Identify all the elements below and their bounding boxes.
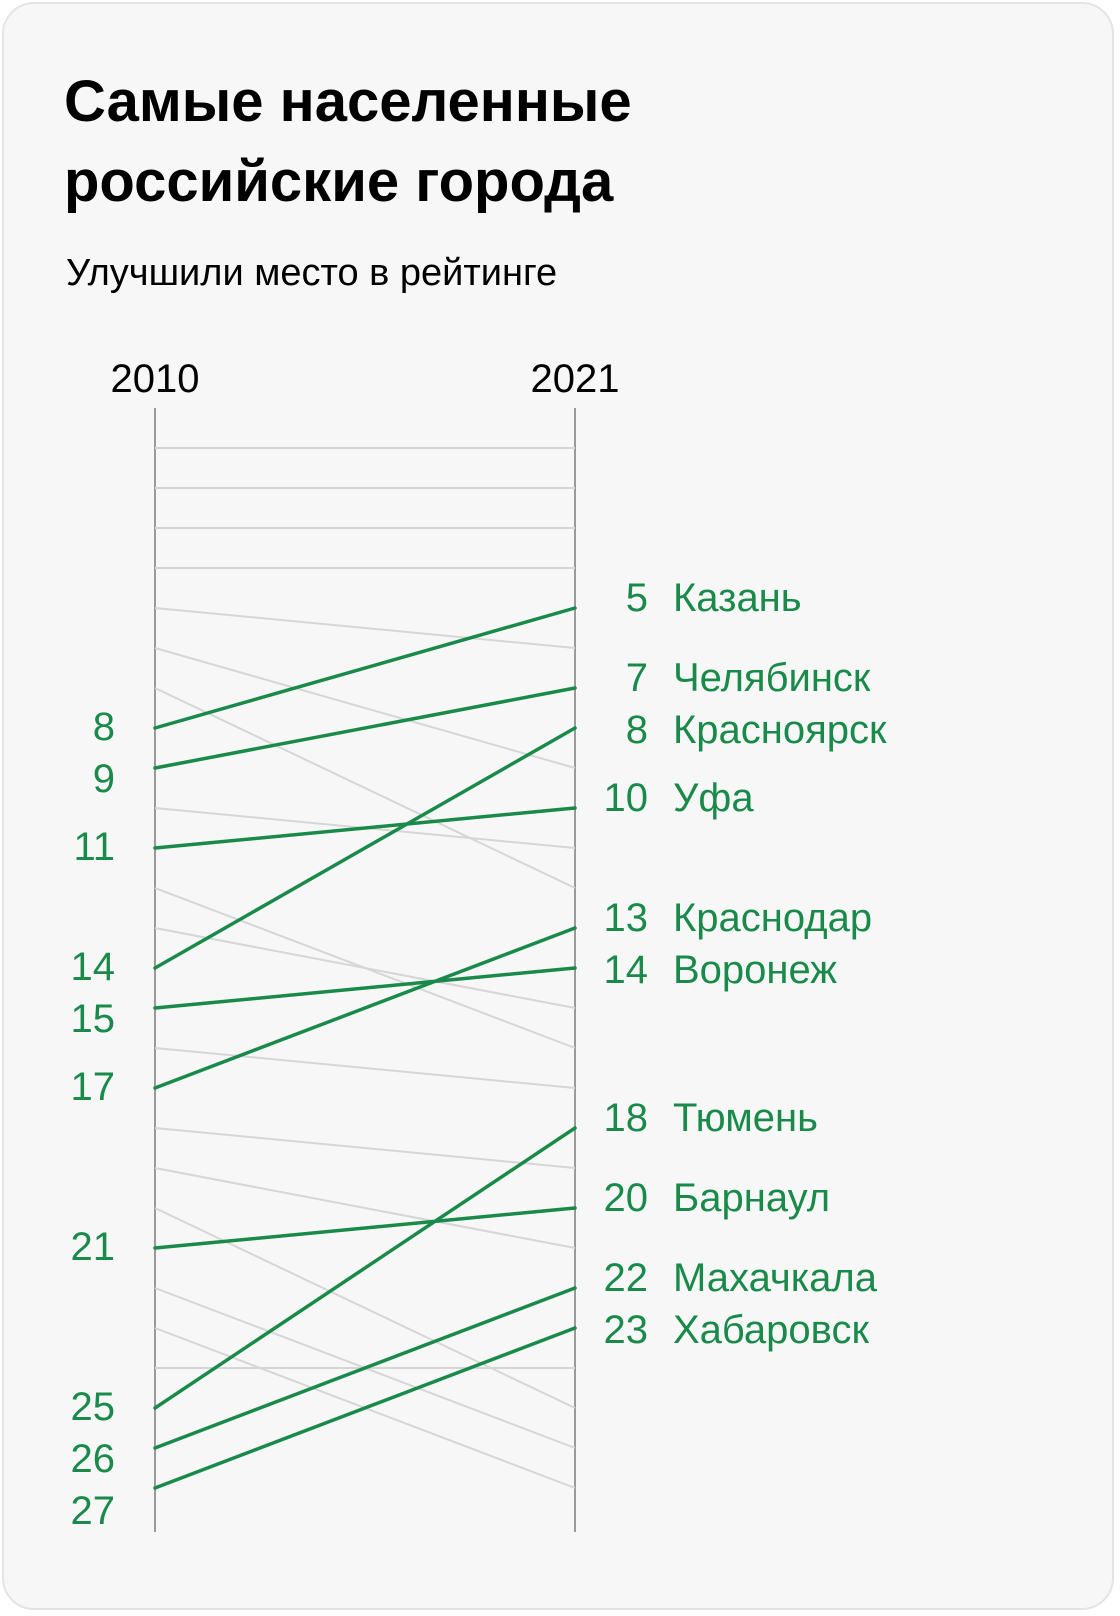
- rank-2021-label: 20: [604, 1176, 649, 1220]
- rank-2021-label: 14: [604, 948, 649, 992]
- city-label: Хабаровск: [673, 1308, 869, 1352]
- highlight-line-Махачкала: [153, 1286, 577, 1450]
- rank-2010-label: 15: [71, 997, 116, 1041]
- rank-2021-label: 18: [604, 1096, 649, 1140]
- rank-2010-label: 14: [71, 945, 116, 989]
- rank-2010-label: 26: [71, 1437, 116, 1481]
- highlight-line-Красноярск: [153, 726, 577, 970]
- rank-2010-label: 27: [71, 1489, 116, 1533]
- city-label: Челябинск: [673, 656, 871, 700]
- city-label: Махачкала: [673, 1256, 878, 1300]
- highlight-line-Хабаровск: [153, 1326, 577, 1490]
- chart-title: Самые населенные российские города: [64, 69, 632, 214]
- rank-2021-label: 23: [604, 1308, 649, 1352]
- other-line-19-21: [154, 1167, 576, 1249]
- highlighted-lines: [153, 606, 577, 1490]
- highlight-line-Казань: [153, 606, 577, 730]
- rank-2021-label: 5: [626, 576, 648, 620]
- chart-subtitle: Улучшили место в рейтинге: [66, 252, 558, 294]
- rank-2010-label: 11: [73, 825, 115, 869]
- other-line-6-9: [154, 647, 576, 769]
- city-label: Воронеж: [673, 948, 837, 992]
- highlight-line-Краснодар: [153, 926, 577, 1090]
- highlight-line-Тюмень: [153, 1126, 577, 1410]
- rank-2010-label: 8: [93, 705, 115, 749]
- rank-2010-label: 9: [93, 757, 115, 801]
- rank-2010-label: 21: [71, 1225, 116, 1269]
- year-label-2021: 2021: [531, 357, 620, 401]
- rank-2021-label: 10: [604, 776, 649, 820]
- rank-2021-label: 7: [626, 656, 648, 700]
- rank-2021-label: 8: [626, 708, 648, 752]
- axes: [154, 408, 576, 1532]
- city-label: Красноярск: [673, 708, 887, 752]
- highlight-line-Воронеж: [153, 966, 577, 1010]
- highlight-line-Барнаул: [153, 1206, 577, 1250]
- rank-2010-label: 25: [71, 1385, 116, 1429]
- rank-2021-label: 13: [604, 896, 649, 940]
- city-label: Барнаул: [673, 1176, 830, 1220]
- city-label: Казань: [673, 576, 802, 620]
- other-line-18-19: [154, 1127, 576, 1169]
- other-line-5-6: [154, 607, 576, 649]
- city-label: Краснодар: [673, 896, 872, 940]
- other-line-16-17: [154, 1047, 576, 1089]
- highlight-line-Уфа: [153, 806, 577, 850]
- other-line-20-25: [154, 1207, 576, 1409]
- highlight-line-Челябинск: [153, 686, 577, 770]
- year-label-2010: 2010: [111, 357, 200, 401]
- other-line-13-15: [154, 927, 576, 1009]
- rank-2010-label: 17: [71, 1065, 116, 1109]
- city-label: Тюмень: [673, 1096, 818, 1140]
- other-lines: [154, 447, 576, 1489]
- other-line-7-12: [154, 687, 576, 889]
- rank-2021-label: 22: [604, 1256, 649, 1300]
- city-label: Уфа: [673, 776, 754, 820]
